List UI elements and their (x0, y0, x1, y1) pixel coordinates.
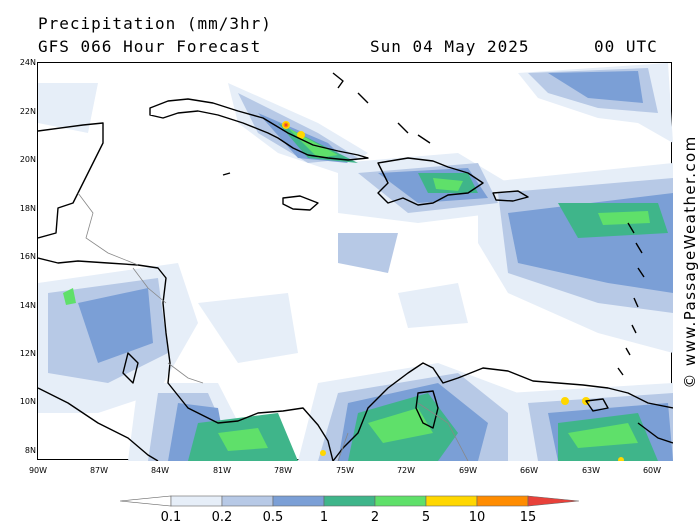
legend-arrow-low (119, 495, 172, 507)
borders (77, 192, 469, 461)
legend-swatch (170, 495, 223, 507)
lon-label: 75W (335, 466, 355, 475)
legend-label: 1 (319, 510, 329, 525)
legend-label: 0.1 (160, 510, 182, 525)
lat-label: 16N (19, 252, 36, 261)
legend-swatch (425, 495, 478, 507)
color-legend (119, 495, 580, 507)
coastlines (38, 72, 673, 461)
lon-label: 87W (89, 466, 109, 475)
lat-label: 22N (19, 107, 36, 116)
lat-label: 10N (19, 397, 36, 406)
watermark: © www.PassageWeather.com (681, 135, 699, 389)
lon-label: 72W (396, 466, 416, 475)
map-canvas (38, 63, 673, 461)
legend-label: 10 (468, 510, 486, 525)
lon-label: 66W (519, 466, 539, 475)
lat-label: 18N (19, 204, 36, 213)
precipitation-map (37, 62, 673, 461)
lat-label: 12N (19, 349, 36, 358)
legend-label: 0.2 (211, 510, 233, 525)
legend-label: 5 (421, 510, 431, 525)
legend-swatch (323, 495, 376, 507)
lat-label: 20N (19, 155, 36, 164)
legend-swatch (476, 495, 529, 507)
legend-swatch (272, 495, 325, 507)
forecast-time: 00 UTC (594, 37, 658, 56)
lon-label: 63W (581, 466, 601, 475)
lon-label: 90W (28, 466, 48, 475)
lon-label: 81W (212, 466, 232, 475)
precip-level-15 (284, 123, 288, 127)
lon-label: 84W (150, 466, 170, 475)
chart-title: Precipitation (mm/3hr) (38, 14, 272, 33)
lon-label: 78W (273, 466, 293, 475)
legend-swatch (374, 495, 427, 507)
legend-swatch (527, 495, 580, 507)
legend-label: 15 (519, 510, 537, 525)
legend-label: 2 (370, 510, 380, 525)
lat-label: 8N (24, 446, 36, 455)
lon-label: 69W (458, 466, 478, 475)
lat-label: 14N (19, 301, 36, 310)
legend-label: 0.5 (262, 510, 284, 525)
forecast-model: GFS 066 Hour Forecast (38, 37, 262, 56)
legend-swatch (221, 495, 274, 507)
forecast-date: Sun 04 May 2025 (370, 37, 530, 56)
lat-label: 24N (19, 58, 36, 67)
lon-label: 60W (642, 466, 662, 475)
